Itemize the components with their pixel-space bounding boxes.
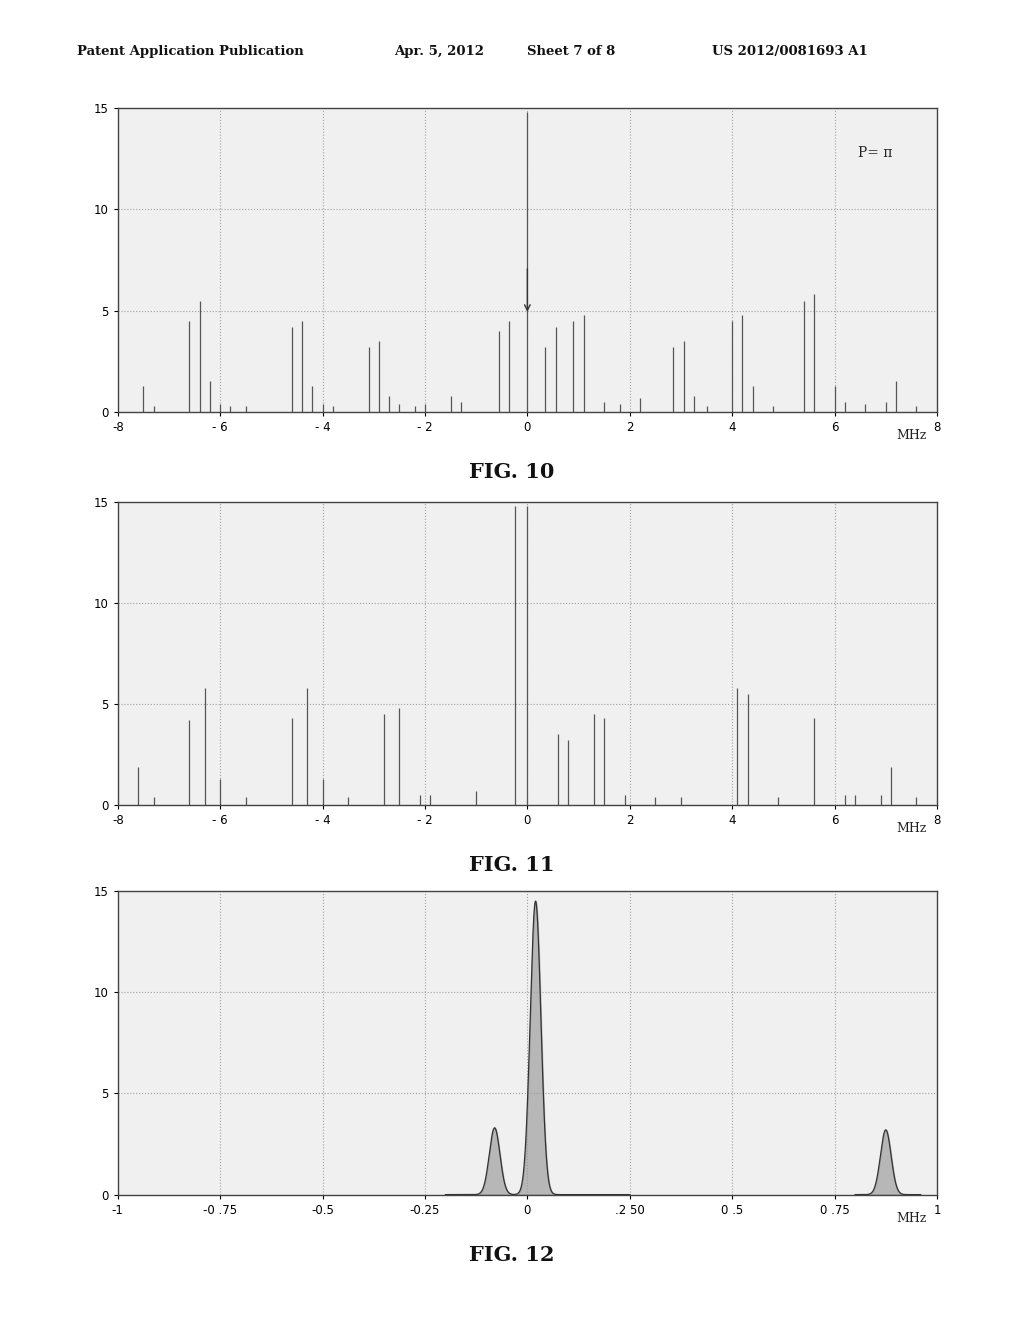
Text: Apr. 5, 2012: Apr. 5, 2012	[394, 45, 484, 58]
Text: Sheet 7 of 8: Sheet 7 of 8	[527, 45, 615, 58]
Text: MHz: MHz	[896, 429, 927, 442]
Text: FIG. 11: FIG. 11	[469, 855, 555, 875]
Text: MHz: MHz	[896, 822, 927, 836]
Text: MHz: MHz	[896, 1212, 927, 1225]
Text: US 2012/0081693 A1: US 2012/0081693 A1	[712, 45, 867, 58]
Text: Patent Application Publication: Patent Application Publication	[77, 45, 303, 58]
Text: P= π: P= π	[858, 145, 893, 160]
Text: FIG. 10: FIG. 10	[469, 462, 555, 482]
Text: FIG. 12: FIG. 12	[469, 1245, 555, 1265]
